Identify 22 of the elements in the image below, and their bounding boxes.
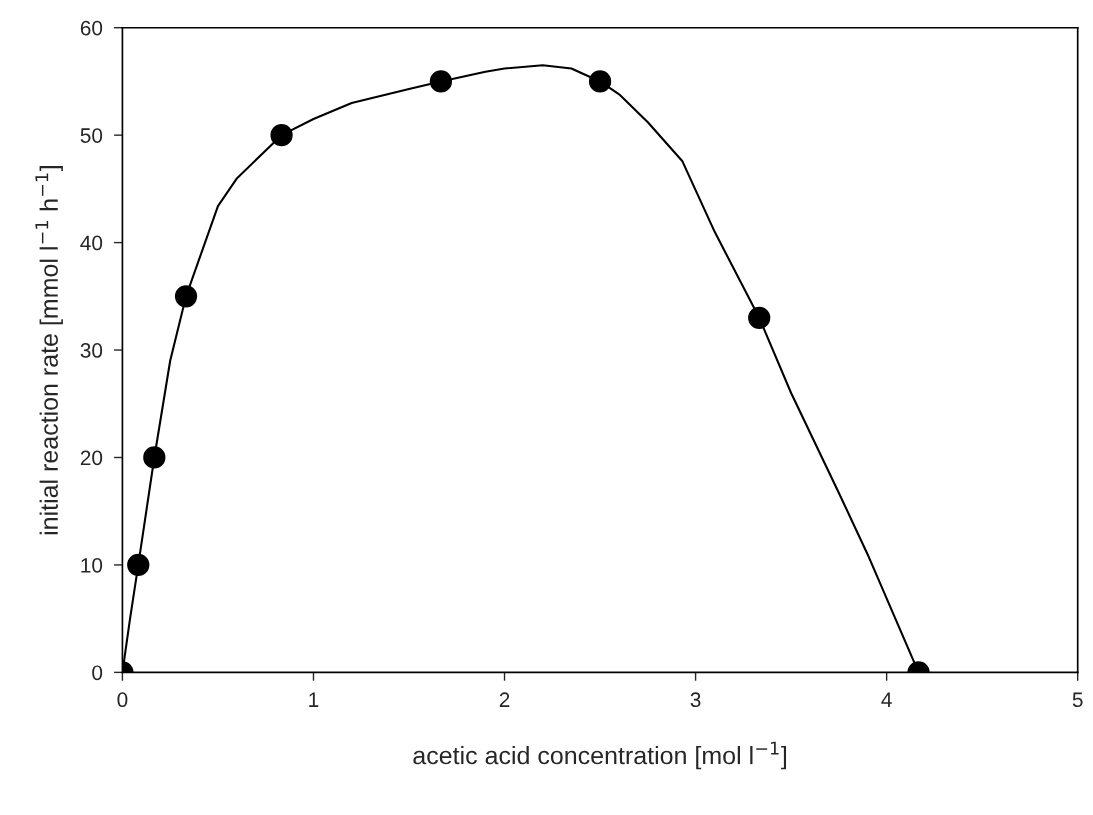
point xyxy=(174,285,198,308)
point xyxy=(270,124,293,147)
x-tick-label: 5 xyxy=(1072,692,1083,708)
y-tick-label: 40 xyxy=(80,235,103,251)
point xyxy=(429,70,453,93)
y-tick-label: 30 xyxy=(80,343,103,358)
x-tick-label: 2 xyxy=(499,692,510,707)
y-tick-label: 50 xyxy=(80,128,103,143)
x-tick-label: 1 xyxy=(309,692,319,707)
point xyxy=(143,446,166,469)
y-tick-label: 20 xyxy=(80,450,103,466)
x-tick-label: 4 xyxy=(881,692,892,707)
point xyxy=(127,553,150,577)
point xyxy=(588,70,612,93)
y-tick-label: 0 xyxy=(92,665,103,681)
y-axis-title: initial reaction rate [mmol l$^{−1}$ h$^{−1}$] xyxy=(35,166,63,535)
point xyxy=(748,306,771,329)
x-tick-label: 3 xyxy=(690,692,701,708)
x-tick-label: 0 xyxy=(117,692,128,708)
y-tick-label: 60 xyxy=(80,20,103,36)
x-axis-title: acetic acid concentration [mol l$^{−1}$] xyxy=(413,741,787,770)
y-tick-label: 10 xyxy=(81,557,103,573)
